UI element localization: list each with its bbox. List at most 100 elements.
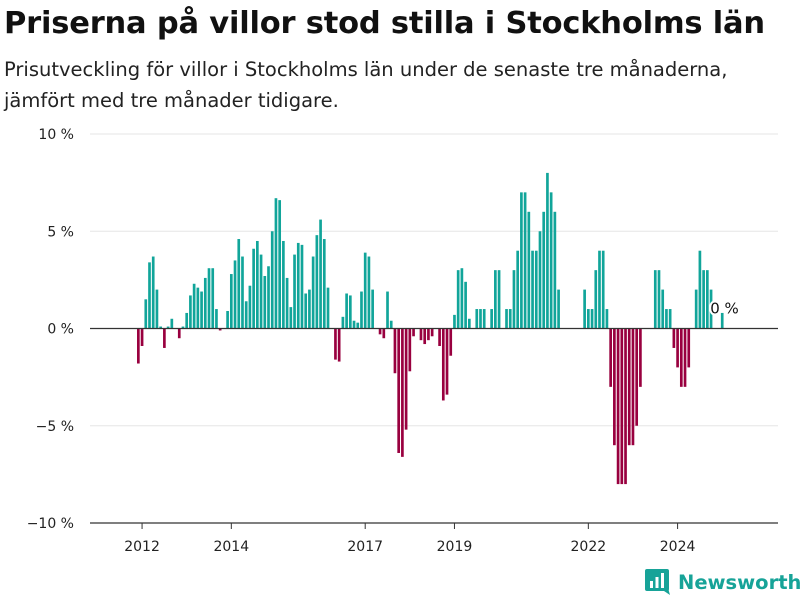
x-axis-tick-labels: 2012 2014 2017 2019 2022 2024 bbox=[124, 539, 695, 555]
bar bbox=[360, 291, 363, 329]
x-tick-label: 2024 bbox=[660, 539, 696, 555]
bar bbox=[720, 312, 724, 329]
bar bbox=[538, 231, 542, 329]
bar bbox=[393, 328, 397, 374]
bar bbox=[698, 250, 702, 329]
bar bbox=[151, 256, 155, 329]
bar bbox=[438, 328, 441, 346]
bar bbox=[229, 274, 233, 329]
bar bbox=[427, 328, 430, 341]
bar bbox=[479, 309, 482, 329]
bar bbox=[598, 250, 601, 329]
x-tick-label: 2017 bbox=[347, 539, 383, 555]
bar bbox=[315, 235, 319, 329]
bar bbox=[497, 270, 501, 329]
bar bbox=[665, 309, 668, 329]
bar bbox=[137, 328, 140, 364]
chart-title: Priserna på villor stod stilla i Stockho… bbox=[4, 6, 765, 41]
bar bbox=[590, 309, 594, 329]
bar bbox=[553, 211, 557, 329]
bar bbox=[248, 285, 252, 329]
bar bbox=[449, 328, 453, 356]
bar bbox=[226, 311, 229, 329]
bar bbox=[259, 254, 263, 329]
bar bbox=[192, 283, 196, 329]
bar bbox=[687, 328, 691, 368]
bar bbox=[356, 322, 360, 329]
bar bbox=[694, 289, 698, 329]
brand-name: Newsworthy bbox=[678, 570, 800, 594]
bar bbox=[639, 328, 642, 387]
bar bbox=[408, 328, 412, 372]
bar bbox=[523, 192, 527, 329]
bar bbox=[348, 295, 352, 329]
bar bbox=[207, 268, 211, 329]
bars bbox=[137, 172, 724, 485]
bar bbox=[215, 309, 218, 329]
bar bbox=[378, 328, 382, 335]
bar bbox=[653, 270, 657, 329]
bar bbox=[702, 270, 705, 329]
bar bbox=[308, 289, 311, 329]
bar bbox=[557, 289, 560, 329]
bar bbox=[341, 316, 345, 329]
bar bbox=[441, 328, 445, 401]
bar bbox=[311, 256, 315, 329]
bar bbox=[334, 328, 337, 360]
bar-chart: 10 % 5 % 0 % −5 % −10 % 2012 2014 2017 2019 2022… bbox=[27, 127, 778, 555]
bar bbox=[542, 211, 546, 329]
bar bbox=[397, 328, 401, 453]
bar bbox=[401, 328, 404, 457]
y-tick-label: 5 % bbox=[47, 224, 74, 240]
bar bbox=[163, 328, 166, 348]
y-axis-tick-labels: 10 % 5 % 0 % −5 % −10 % bbox=[27, 127, 74, 532]
bar bbox=[668, 309, 672, 329]
bar bbox=[631, 328, 635, 446]
bar bbox=[274, 198, 278, 329]
bar bbox=[371, 289, 374, 329]
bar bbox=[386, 291, 389, 329]
x-tick-label: 2022 bbox=[571, 539, 607, 555]
bar bbox=[683, 328, 687, 387]
bar bbox=[196, 287, 200, 329]
bar bbox=[505, 309, 508, 329]
bar bbox=[445, 328, 449, 395]
bar bbox=[404, 328, 408, 430]
bar bbox=[300, 244, 304, 329]
x-tick-label: 2014 bbox=[213, 539, 249, 555]
bar bbox=[304, 293, 308, 329]
bar bbox=[166, 326, 170, 329]
bar bbox=[583, 289, 586, 329]
bar bbox=[203, 277, 207, 329]
bar bbox=[363, 252, 367, 329]
bar bbox=[218, 328, 222, 331]
bar bbox=[352, 320, 356, 329]
bar bbox=[527, 211, 531, 329]
brand-logo[interactable]: Newsworthy bbox=[644, 566, 800, 598]
bar bbox=[709, 289, 713, 329]
bar bbox=[464, 281, 467, 329]
bar bbox=[616, 328, 620, 485]
bar bbox=[389, 320, 393, 329]
bar bbox=[594, 270, 598, 329]
bar bbox=[494, 270, 497, 329]
bar bbox=[467, 318, 471, 329]
bar bbox=[237, 239, 241, 329]
bar bbox=[289, 307, 293, 329]
bar bbox=[177, 328, 181, 339]
value-labels: 0 % bbox=[708, 298, 741, 320]
y-tick-label: −10 % bbox=[27, 516, 74, 532]
bar bbox=[613, 328, 616, 446]
bar bbox=[241, 256, 244, 329]
bar bbox=[460, 268, 464, 329]
bar bbox=[679, 328, 683, 387]
y-tick-label: 10 % bbox=[38, 127, 74, 143]
bar bbox=[267, 266, 270, 329]
bar bbox=[345, 293, 348, 329]
bar bbox=[155, 289, 159, 329]
bar bbox=[587, 309, 590, 329]
bar bbox=[285, 277, 289, 329]
chart-subtitle: Prisutveckling för villor i Stockholms l… bbox=[4, 58, 728, 112]
bar bbox=[661, 289, 665, 329]
bar bbox=[211, 268, 215, 329]
